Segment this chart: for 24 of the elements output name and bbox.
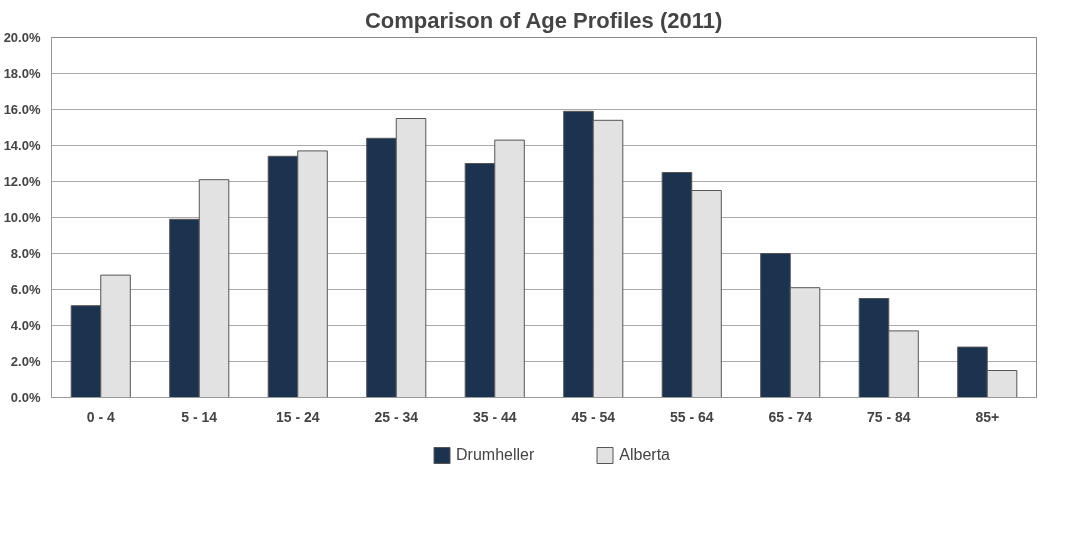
y-tick-label: 12.0%: [3, 174, 41, 189]
y-tick-label: 8.0%: [10, 246, 41, 261]
x-tick-label: 5 - 14: [181, 408, 218, 425]
x-tick-label: 65 - 74: [768, 408, 813, 425]
x-tick-label: 55 - 64: [669, 408, 714, 425]
y-tick-label: 6.0%: [10, 282, 41, 297]
legend-label: Drumheller: [456, 445, 535, 464]
y-tick-label: 10.0%: [3, 210, 41, 225]
chart-title: Comparison of Age Profiles (2011): [364, 7, 723, 33]
y-tick-label: 14.0%: [3, 138, 41, 153]
y-tick-label: 18.0%: [3, 66, 41, 81]
y-tick-label: 0.0%: [10, 390, 41, 405]
x-tick-label: 85+: [975, 408, 1000, 425]
x-tick-label: 15 - 24: [275, 408, 320, 425]
y-tick-label: 4.0%: [10, 318, 41, 333]
x-tick-label: 25 - 34: [374, 408, 419, 425]
x-tick-label: 0 - 4: [86, 408, 115, 425]
legend-label: Alberta: [619, 445, 670, 464]
y-tick-label: 2.0%: [10, 354, 41, 369]
y-tick-label: 16.0%: [3, 102, 41, 117]
y-tick-label: 20.0%: [3, 30, 41, 45]
x-tick-label: 75 - 84: [866, 408, 911, 425]
x-tick-label: 45 - 54: [571, 408, 616, 425]
x-tick-label: 35 - 44: [472, 408, 517, 425]
